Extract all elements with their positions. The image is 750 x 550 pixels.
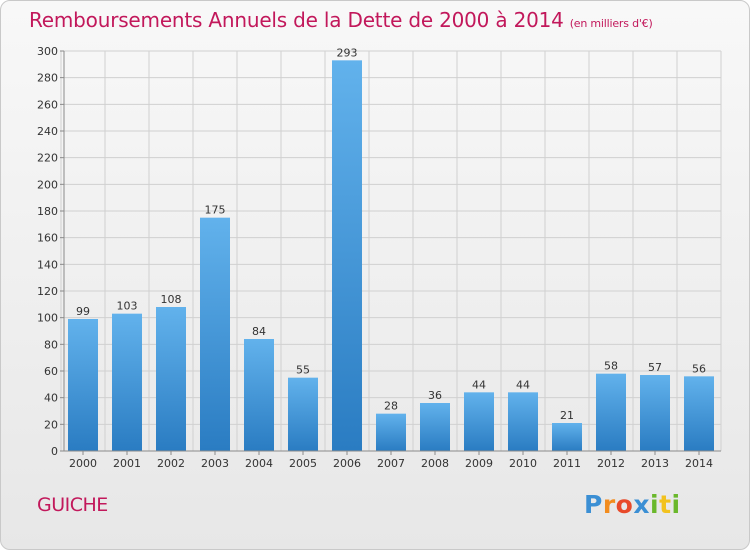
y-tick-label: 120 bbox=[37, 285, 58, 298]
bar-value-label: 36 bbox=[428, 389, 442, 402]
bar-2012 bbox=[596, 373, 626, 451]
bar-value-label: 57 bbox=[648, 361, 662, 374]
bar-2001 bbox=[112, 313, 142, 451]
bar-2014 bbox=[684, 376, 714, 451]
bar-value-label: 44 bbox=[516, 378, 530, 391]
logo-letter: x bbox=[633, 490, 650, 519]
y-tick-label: 300 bbox=[37, 45, 58, 58]
bars: 99 103 108 175 84 55 293 28 36 44 44 21 58 57 56 bbox=[68, 46, 714, 451]
x-tick-label: 2011 bbox=[553, 457, 581, 470]
bar-value-label: 108 bbox=[161, 293, 182, 306]
y-tick-label: 20 bbox=[44, 418, 58, 431]
y-tick-label: 220 bbox=[37, 152, 58, 165]
logo-letter: i bbox=[650, 490, 660, 519]
bar-2005 bbox=[288, 377, 318, 451]
x-tick-label: 2008 bbox=[421, 457, 449, 470]
bar-2007 bbox=[376, 413, 406, 451]
y-tick-label: 240 bbox=[37, 125, 58, 138]
x-tick-label: 2003 bbox=[201, 457, 229, 470]
bar-2000 bbox=[68, 319, 98, 451]
bar-value-label: 175 bbox=[205, 204, 226, 217]
x-tick-label: 2014 bbox=[685, 457, 713, 470]
y-tick-label: 60 bbox=[44, 365, 58, 378]
x-tick-label: 2013 bbox=[641, 457, 669, 470]
x-tick-label: 2009 bbox=[465, 457, 493, 470]
bar-value-label: 99 bbox=[76, 305, 90, 318]
logo-letter: i bbox=[671, 490, 681, 519]
bar-value-label: 103 bbox=[117, 300, 138, 313]
bar-2003 bbox=[200, 217, 230, 451]
bar-value-label: 55 bbox=[296, 364, 310, 377]
bar-value-label: 58 bbox=[604, 360, 618, 373]
y-tick-label: 200 bbox=[37, 178, 58, 191]
y-tick-label: 0 bbox=[51, 445, 58, 458]
y-tick-label: 40 bbox=[44, 392, 58, 405]
y-tick-label: 80 bbox=[44, 338, 58, 351]
bar-2011 bbox=[552, 423, 582, 451]
bar-value-label: 56 bbox=[692, 362, 706, 375]
x-tick-label: 2006 bbox=[333, 457, 361, 470]
bar-2008 bbox=[420, 403, 450, 451]
bar-2006 bbox=[332, 60, 362, 451]
bar-2010 bbox=[508, 392, 538, 451]
bar-value-label: 44 bbox=[472, 378, 486, 391]
x-tick-label: 2007 bbox=[377, 457, 405, 470]
y-tick-label: 260 bbox=[37, 98, 58, 111]
x-tick-label: 2002 bbox=[157, 457, 185, 470]
chart-title-text: Remboursements Annuels de la Dette de 20… bbox=[29, 8, 564, 32]
proxiti-logo: Proxiti bbox=[584, 490, 681, 519]
x-tick-label: 2000 bbox=[69, 457, 97, 470]
bar-value-label: 84 bbox=[252, 325, 266, 338]
x-tick-label: 2004 bbox=[245, 457, 273, 470]
axes: 0 20 40 60 80 100 120 140 160 180 200 220 240 260 280 3… bbox=[37, 45, 721, 470]
bar-2013 bbox=[640, 375, 670, 451]
bar-value-label: 293 bbox=[337, 46, 358, 59]
bar-2004 bbox=[244, 339, 274, 451]
y-tick-label: 100 bbox=[37, 312, 58, 325]
logo-letter: o bbox=[615, 490, 634, 519]
bar-2009 bbox=[464, 392, 494, 451]
bar-value-label: 28 bbox=[384, 400, 398, 413]
x-tick-label: 2001 bbox=[113, 457, 141, 470]
y-tick-label: 180 bbox=[37, 205, 58, 218]
bar-2002 bbox=[156, 307, 186, 451]
bar-value-label: 21 bbox=[560, 409, 574, 422]
chart-title: Remboursements Annuels de la Dette de 20… bbox=[29, 8, 653, 32]
x-tick-label: 2010 bbox=[509, 457, 537, 470]
logo-letter: r bbox=[602, 490, 616, 519]
y-tick-label: 280 bbox=[37, 72, 58, 85]
y-tick-label: 160 bbox=[37, 232, 58, 245]
logo-letter: t bbox=[659, 490, 672, 519]
y-tick-label: 140 bbox=[37, 258, 58, 271]
logo-letter: P bbox=[584, 490, 603, 519]
x-tick-label: 2005 bbox=[289, 457, 317, 470]
chart-subtitle: (en milliers d'€) bbox=[569, 17, 653, 30]
commune-name: GUICHE bbox=[37, 494, 108, 516]
x-tick-label: 2012 bbox=[597, 457, 625, 470]
